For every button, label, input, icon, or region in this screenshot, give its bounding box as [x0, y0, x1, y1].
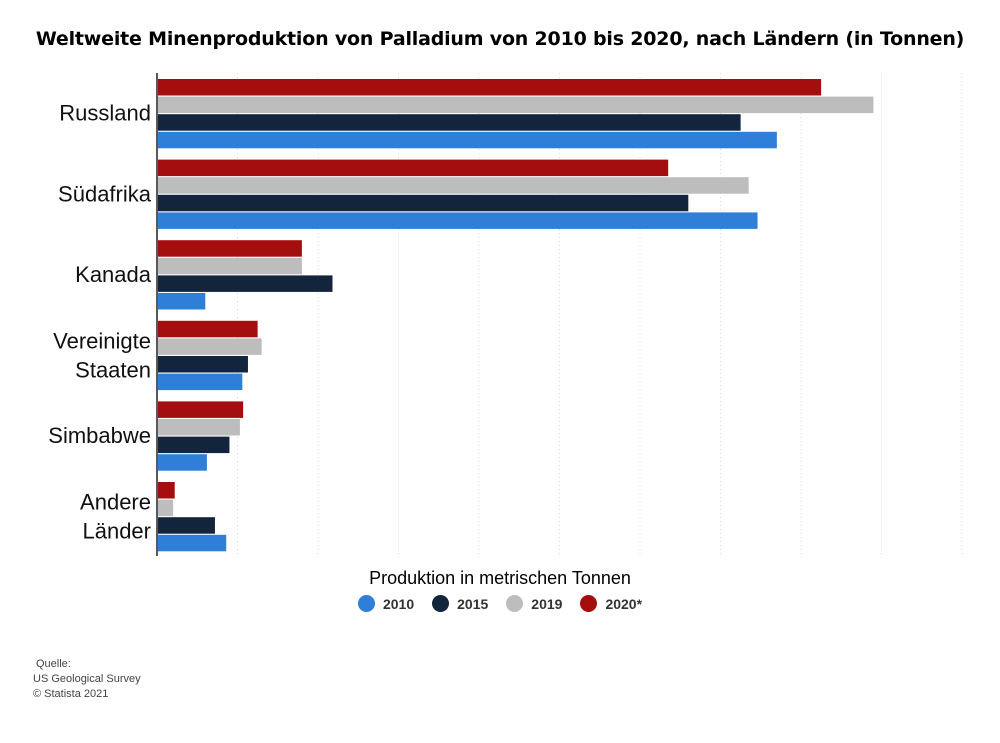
category-label: Andere Länder: [80, 490, 151, 544]
bar-2010-5[interactable]: [158, 534, 227, 552]
bar-2020-4[interactable]: [158, 401, 244, 418]
bar-2010-0[interactable]: [158, 131, 777, 149]
legend-dot-icon: [506, 595, 524, 612]
category-labels: Russland Südafrika Kanada Vereinigte Staaten…: [48, 101, 151, 544]
bar-2015-0[interactable]: [158, 114, 741, 131]
bar-2019-4[interactable]: [158, 419, 240, 436]
bar-2015-2[interactable]: [158, 275, 333, 292]
legend: 2010 2015 2019 2020*: [0, 595, 1000, 612]
bar-2010-1[interactable]: [158, 212, 758, 229]
bars: [158, 79, 874, 552]
bar-2020-0[interactable]: [158, 79, 822, 96]
bar-2015-5[interactable]: [158, 517, 215, 534]
legend-dot-icon: [580, 595, 598, 612]
category-label: Vereinigte Staaten: [53, 328, 151, 382]
source-line-2: © Statista 2021: [33, 688, 109, 700]
legend-item-2019[interactable]: 2019: [506, 595, 562, 612]
legend-label: 2020*: [605, 595, 643, 612]
bar-2019-3[interactable]: [158, 338, 262, 355]
bar-2019-5[interactable]: [158, 499, 174, 517]
legend-item-2020[interactable]: 2020*: [580, 595, 642, 612]
legend-dot-icon: [357, 595, 375, 612]
legend-dot-icon: [432, 595, 450, 612]
legend-label: 2010: [382, 595, 415, 612]
source-block: Quelle: US Geological Survey © Statista …: [33, 657, 141, 702]
bar-2010-2[interactable]: [158, 293, 206, 310]
bar-2015-1[interactable]: [158, 194, 689, 212]
bar-2010-4[interactable]: [158, 454, 207, 471]
bar-2019-2[interactable]: [158, 257, 302, 275]
bar-2020-5[interactable]: [158, 482, 175, 499]
x-axis-label: Produktion in metrischen Tonnen: [369, 568, 631, 588]
source-heading: Quelle:: [36, 658, 71, 670]
bar-2019-0[interactable]: [158, 96, 874, 114]
category-label: Kanada: [75, 262, 152, 287]
chart-title: Weltweite Minenproduktion von Palladium …: [35, 28, 965, 50]
category-label: Russland: [59, 101, 151, 126]
category-label: Simbabwe: [48, 423, 151, 448]
bar-2010-3[interactable]: [158, 373, 243, 391]
legend-label: 2019: [531, 595, 563, 612]
bar-2019-1[interactable]: [158, 177, 749, 194]
bar-2020-3[interactable]: [158, 320, 258, 338]
gridlines: [237, 73, 963, 556]
legend-label: 2015: [457, 595, 489, 612]
bar-2015-4[interactable]: [158, 436, 230, 454]
bar-2015-3[interactable]: [158, 356, 248, 373]
legend-item-2010[interactable]: 2010: [357, 595, 415, 612]
bar-2020-2[interactable]: [158, 240, 302, 257]
source-line-1[interactable]: US Geological Survey: [33, 673, 141, 685]
bar-2020-1[interactable]: [158, 159, 669, 177]
legend-item-2015[interactable]: 2015: [432, 595, 488, 612]
category-label: Südafrika: [58, 181, 152, 206]
